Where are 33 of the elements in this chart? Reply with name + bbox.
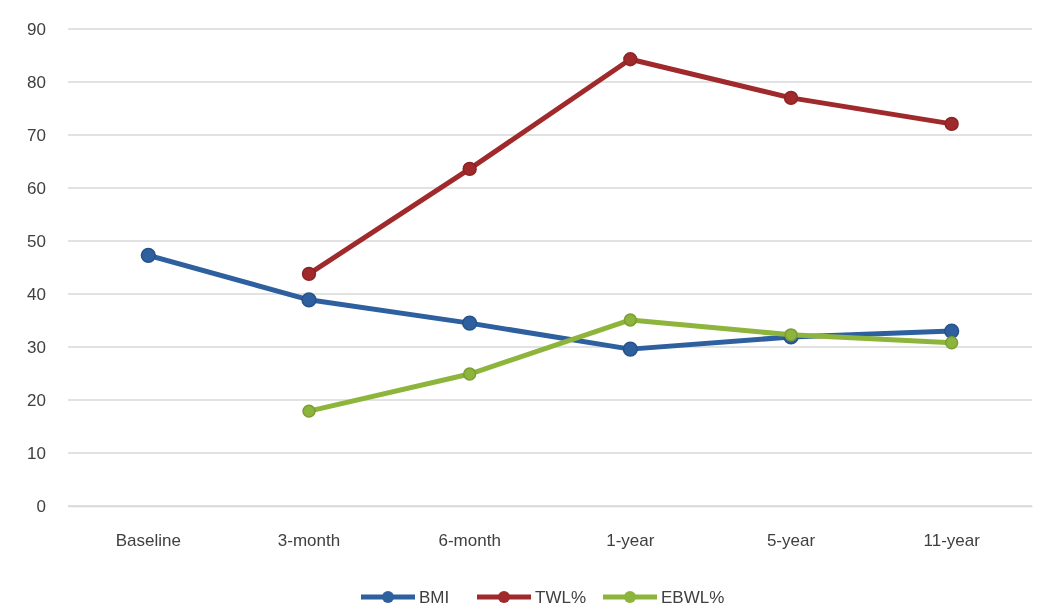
point [944, 116, 959, 132]
y-tick-label: 80 [27, 72, 46, 92]
point [140, 247, 156, 263]
point [463, 367, 477, 381]
y-tick-label: 30 [27, 337, 46, 357]
y-tick-label: 50 [27, 231, 46, 251]
point [945, 336, 959, 350]
point [622, 341, 638, 357]
y-tick-label: 60 [27, 178, 46, 198]
y-tick-label: 10 [27, 443, 46, 463]
point [623, 313, 637, 327]
point [462, 315, 478, 331]
x-tick-label: 1-year [606, 531, 655, 551]
legend-label: EBWL% [661, 587, 725, 607]
x-tick-label: Baseline [115, 531, 181, 551]
x-tick-label: 11-year [923, 531, 981, 551]
point [623, 52, 638, 67]
point [301, 266, 317, 282]
y-tick-label: 40 [27, 284, 46, 304]
y-tick-label: 70 [27, 125, 46, 145]
point [944, 323, 960, 339]
x-tick-label: 6-month [438, 531, 501, 551]
y-tick-label: 20 [27, 390, 46, 410]
point [783, 90, 799, 106]
legend-label: BMI [419, 587, 450, 607]
legend-label: TWL% [535, 587, 586, 607]
point [462, 161, 477, 177]
y-tick-label: 0 [36, 496, 46, 516]
x-tick-label: 3-month [277, 531, 341, 551]
y-tick-label: 90 [27, 19, 46, 39]
point [302, 404, 316, 418]
x-tick-label: 5-year [766, 531, 816, 551]
point [301, 292, 317, 308]
